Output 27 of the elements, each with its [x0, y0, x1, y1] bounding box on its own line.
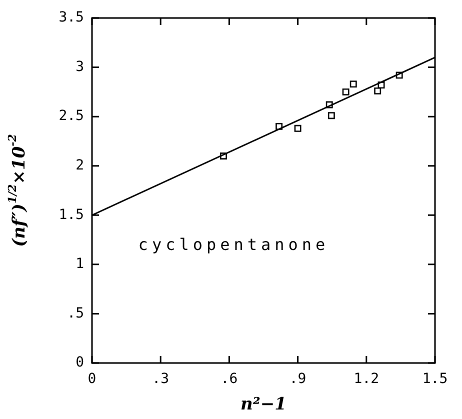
point: [396, 72, 403, 79]
y-axis-title: (nf″)1/2×10-2: [6, 134, 30, 247]
point: [342, 88, 350, 96]
x-axis-title: n²−1: [240, 394, 286, 414]
point: [220, 152, 227, 160]
point: [328, 112, 335, 120]
y-tick-label: 2: [76, 158, 84, 174]
y-tick-label: .5: [67, 305, 84, 322]
x-tick-label: .9: [289, 371, 306, 388]
y-tick-label: 3.5: [58, 10, 84, 26]
x-tick-label: 1.5: [422, 371, 448, 388]
point: [326, 101, 333, 108]
x-tick-label: .6: [220, 371, 238, 388]
point: [350, 80, 357, 88]
point: [294, 124, 302, 132]
y-tick-label: 3: [76, 58, 84, 75]
x-tick-label: .3: [152, 371, 170, 388]
annotation: cyclopentanone: [138, 234, 330, 254]
x-tick-label: 0: [88, 371, 96, 388]
point: [374, 87, 382, 94]
y-tick-label: 1: [76, 256, 84, 272]
point: [276, 122, 283, 130]
y-tick-label: 2.5: [58, 108, 84, 124]
x-tick-label: 1.2: [354, 371, 380, 388]
point: [378, 82, 385, 89]
y-tick-label: 0: [76, 354, 84, 371]
y-tick-label: 1.5: [58, 206, 84, 223]
